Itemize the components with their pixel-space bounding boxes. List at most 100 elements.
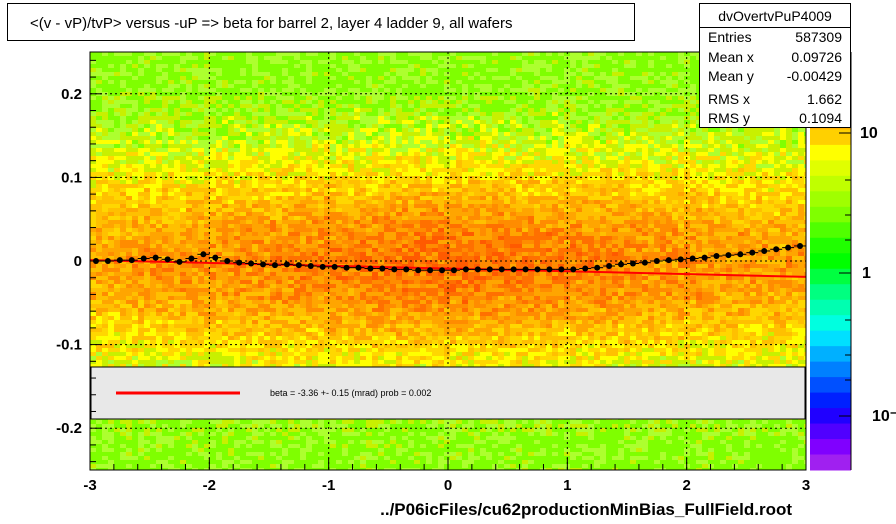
heatmap-cell — [486, 68, 492, 72]
heatmap-cell — [510, 68, 516, 72]
heatmap-cell — [324, 196, 330, 200]
heatmap-cell — [318, 180, 324, 184]
heatmap-cell — [162, 96, 168, 100]
heatmap-cell — [156, 64, 162, 68]
heatmap-cell — [552, 160, 558, 164]
heatmap-cell — [570, 60, 576, 64]
heatmap-cell — [312, 192, 318, 196]
heatmap-cell — [648, 164, 654, 168]
heatmap-cell — [618, 152, 624, 156]
heatmap-cell — [168, 64, 174, 68]
heatmap-cell — [594, 184, 600, 188]
heatmap-cell — [588, 164, 594, 168]
heatmap-cell — [318, 216, 324, 220]
heatmap-cell — [216, 60, 222, 64]
heatmap-cell — [576, 212, 582, 216]
heatmap-cell — [546, 68, 552, 72]
heatmap-cell — [180, 168, 186, 172]
heatmap-cell — [144, 196, 150, 200]
heatmap-cell — [276, 152, 282, 156]
heatmap-cell — [210, 96, 216, 100]
heatmap-cell — [618, 120, 624, 124]
heatmap-cell — [588, 192, 594, 196]
heatmap-cell — [264, 96, 270, 100]
heatmap-cell — [408, 184, 414, 188]
heatmap-cell — [624, 116, 630, 120]
heatmap-cell — [630, 140, 636, 144]
heatmap-cell — [90, 128, 96, 132]
heatmap-cell — [324, 104, 330, 108]
heatmap-cell — [438, 112, 444, 116]
heatmap-cell — [666, 76, 672, 80]
heatmap-cell — [126, 104, 132, 108]
heatmap-cell — [312, 144, 318, 148]
heatmap-cell — [546, 204, 552, 208]
heatmap-cell — [222, 100, 228, 104]
heatmap-cell — [660, 80, 666, 84]
heatmap-cell — [618, 68, 624, 72]
heatmap-cell — [186, 176, 192, 180]
heatmap-cell — [504, 112, 510, 116]
heatmap-cell — [264, 112, 270, 116]
heatmap-cell — [384, 180, 390, 184]
heatmap-cell — [348, 164, 354, 168]
heatmap-cell — [324, 56, 330, 60]
heatmap-cell — [660, 120, 666, 124]
heatmap-cell — [534, 200, 540, 204]
heatmap-cell — [90, 132, 96, 136]
heatmap-cell — [240, 64, 246, 68]
heatmap-cell — [600, 176, 606, 180]
heatmap-cell — [246, 140, 252, 144]
heatmap-cell — [576, 168, 582, 172]
heatmap-cell — [126, 116, 132, 120]
heatmap-cell — [456, 204, 462, 208]
heatmap-cell — [210, 124, 216, 128]
heatmap-cell — [630, 96, 636, 100]
heatmap-cell — [162, 100, 168, 104]
heatmap-cell — [498, 80, 504, 84]
heatmap-cell — [516, 92, 522, 96]
heatmap-cell — [300, 76, 306, 80]
heatmap-cell — [216, 148, 222, 152]
heatmap-cell — [150, 152, 156, 156]
heatmap-cell — [162, 160, 168, 164]
heatmap-cell — [594, 212, 600, 216]
heatmap-cell — [396, 180, 402, 184]
heatmap-cell — [570, 112, 576, 116]
heatmap-cell — [414, 120, 420, 124]
heatmap-cell — [630, 192, 636, 196]
heatmap-cell — [588, 152, 594, 156]
heatmap-cell — [282, 136, 288, 140]
heatmap-cell — [384, 216, 390, 220]
heatmap-cell — [294, 144, 300, 148]
heatmap-cell — [552, 172, 558, 176]
heatmap-cell — [402, 60, 408, 64]
heatmap-cell — [486, 120, 492, 124]
heatmap-cell — [204, 100, 210, 104]
heatmap-cell — [672, 76, 678, 80]
heatmap-cell — [282, 144, 288, 148]
heatmap-cell — [456, 108, 462, 112]
heatmap-cell — [264, 204, 270, 208]
heatmap-cell — [432, 156, 438, 160]
heatmap-cell — [156, 168, 162, 172]
heatmap-cell — [96, 100, 102, 104]
heatmap-cell — [750, 136, 756, 140]
heatmap-cell — [168, 172, 174, 176]
heatmap-cell — [120, 192, 126, 196]
heatmap-cell — [300, 52, 306, 56]
heatmap-cell — [432, 144, 438, 148]
heatmap-cell — [732, 204, 738, 208]
heatmap-cell — [720, 144, 726, 148]
heatmap-cell — [606, 96, 612, 100]
heatmap-cell — [276, 204, 282, 208]
heatmap-cell — [630, 88, 636, 92]
heatmap-cell — [576, 144, 582, 148]
heatmap-cell — [546, 84, 552, 88]
heatmap-cell — [702, 212, 708, 216]
heatmap-cell — [324, 152, 330, 156]
heatmap-cell — [726, 164, 732, 168]
heatmap-cell — [150, 176, 156, 180]
heatmap-cell — [600, 132, 606, 136]
heatmap-cell — [570, 156, 576, 160]
